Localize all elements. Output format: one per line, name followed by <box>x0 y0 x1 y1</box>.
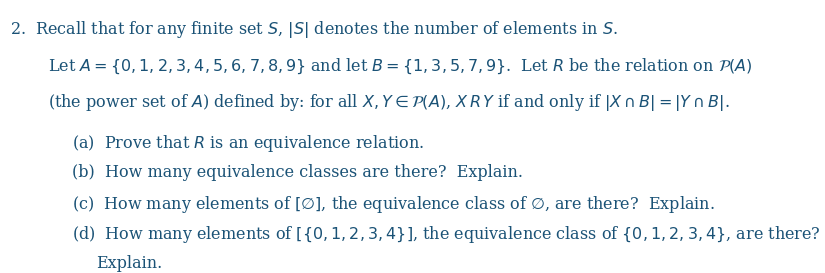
Text: (a)  Prove that $R$ is an equivalence relation.: (a) Prove that $R$ is an equivalence rel… <box>72 133 424 154</box>
Text: (b)  How many equivalence classes are there?  Explain.: (b) How many equivalence classes are the… <box>72 165 523 182</box>
Text: (c)  How many elements of $[\varnothing]$, the equivalence class of $\varnothing: (c) How many elements of $[\varnothing]$… <box>72 194 715 215</box>
Text: 2.  Recall that for any finite set $S$, $|S|$ denotes the number of elements in : 2. Recall that for any finite set $S$, $… <box>10 19 618 40</box>
Text: (d)  How many elements of $[\{0,1,2,3,4\}]$, the equivalence class of $\{0,1,2,3: (d) How many elements of $[\{0,1,2,3,4\}… <box>72 224 821 245</box>
Text: Let $A = \{0,1,2,3,4,5,6,7,8,9\}$ and let $B = \{1,3,5,7,9\}$.  Let $R$ be the r: Let $A = \{0,1,2,3,4,5,6,7,8,9\}$ and le… <box>48 56 752 76</box>
Text: (the power set of $A$) defined by: for all $X, Y \in \mathcal{P}(A)$, $X\,R\,Y$ : (the power set of $A$) defined by: for a… <box>48 92 729 113</box>
Text: Explain.: Explain. <box>97 255 163 272</box>
